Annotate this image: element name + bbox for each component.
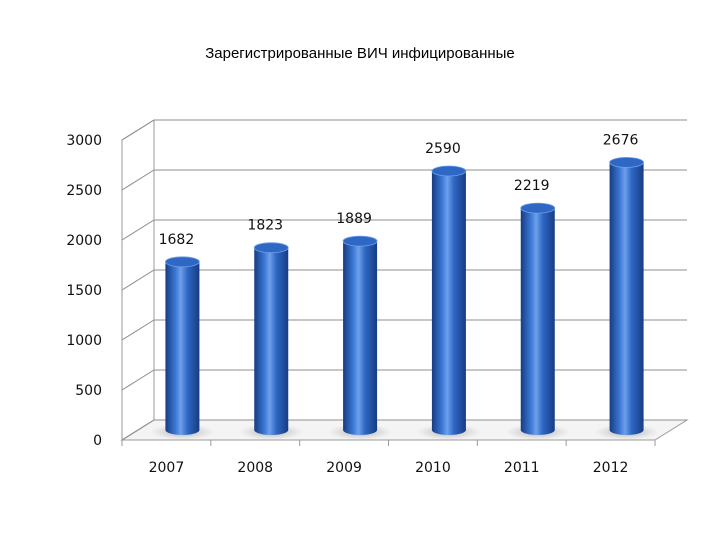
bar-top xyxy=(431,165,467,177)
gridline xyxy=(121,419,687,441)
y-axis-ticks: 0 500 1000 1500 2000 2500 3000 xyxy=(66,133,102,449)
bar-top xyxy=(520,202,556,214)
x-tick-label: 2012 xyxy=(593,460,629,476)
gridline xyxy=(121,219,687,241)
y-tick-label: 1500 xyxy=(66,283,102,299)
bar-body xyxy=(254,247,289,435)
x-tick-label: 2008 xyxy=(237,460,273,476)
x-tick-label: 2007 xyxy=(149,460,185,476)
x-tick-label: 2009 xyxy=(326,460,362,476)
data-label: 1823 xyxy=(247,218,283,234)
bar-body xyxy=(609,162,644,435)
bar-body xyxy=(343,241,378,435)
gridline xyxy=(121,369,687,391)
chart-back-wall xyxy=(120,119,689,446)
y-tick-label: 0 xyxy=(93,433,102,449)
bar-top xyxy=(253,242,289,254)
bar-2009 xyxy=(327,235,393,440)
y-tick-label: 2000 xyxy=(66,233,102,249)
x-tick-label: 2010 xyxy=(415,460,451,476)
y-tick-label: 1000 xyxy=(66,333,102,349)
bar-2012 xyxy=(594,156,659,440)
data-labels: 1682 1823 1889 2590 2219 2676 xyxy=(159,132,639,247)
bar-2010 xyxy=(416,165,482,440)
gridline xyxy=(121,119,687,141)
gridline xyxy=(121,169,687,191)
data-label: 2676 xyxy=(603,132,639,148)
y-tick-label: 3000 xyxy=(66,133,102,149)
bars xyxy=(150,156,659,440)
bar-2007 xyxy=(150,256,215,440)
bar-2011 xyxy=(505,202,571,440)
y-tick-label: 2500 xyxy=(66,183,102,199)
x-axis-labels: 2007 2008 2009 2010 2011 2012 xyxy=(149,460,629,476)
gridline xyxy=(121,269,687,291)
bar-body xyxy=(520,208,555,435)
bar-top xyxy=(165,256,200,268)
data-label: 1682 xyxy=(159,232,195,248)
bar-2008 xyxy=(238,242,304,440)
bar-top xyxy=(609,156,644,168)
y-tick-label: 500 xyxy=(75,383,102,399)
chart-title: Зарегистрированные ВИЧ инфицированные xyxy=(205,45,515,62)
data-label: 1889 xyxy=(336,211,372,227)
data-label: 2219 xyxy=(514,178,550,194)
bar-top xyxy=(342,235,378,247)
bar-body xyxy=(165,261,200,435)
bar-body xyxy=(431,171,466,435)
x-tick-label: 2011 xyxy=(504,460,540,476)
gridline xyxy=(121,319,687,341)
data-label: 2590 xyxy=(425,141,461,157)
